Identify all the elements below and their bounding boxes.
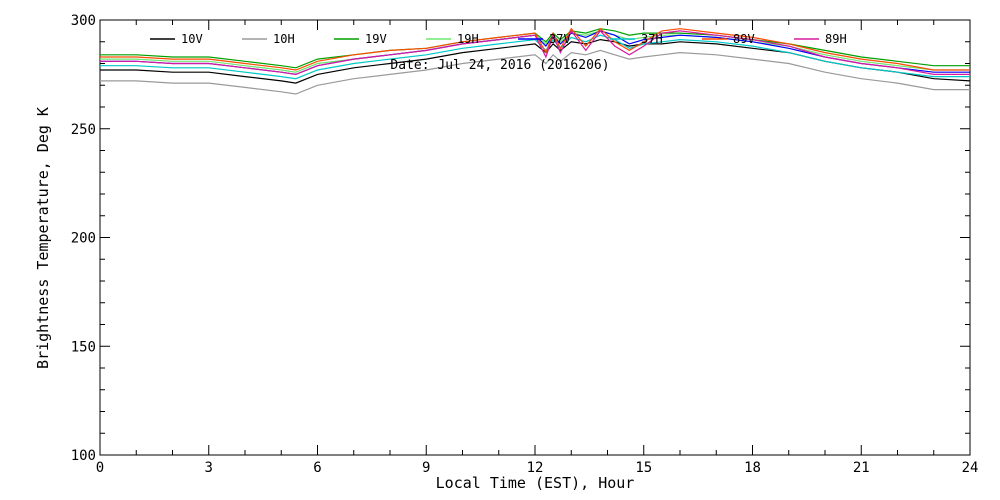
legend-label-37h: 37H xyxy=(641,32,663,46)
y-tick-label: 150 xyxy=(71,339,96,355)
legend-label-10v: 10V xyxy=(181,32,203,46)
axis-ticks: 0 3 6 9 12 15 18 21 24 100 150 200 250 300 xyxy=(71,13,979,476)
series-line-19h xyxy=(100,30,970,73)
legend-label-19v: 19V xyxy=(365,32,387,46)
legend-label-37v: 37V xyxy=(549,32,571,46)
series-line-89h xyxy=(100,29,970,76)
x-tick-label: 0 xyxy=(96,460,104,476)
y-tick-label: 100 xyxy=(71,448,96,464)
x-tick-label: 3 xyxy=(205,460,213,476)
x-tick-label: 6 xyxy=(313,460,321,476)
series-lines xyxy=(100,27,971,95)
series-line-19v xyxy=(100,28,970,69)
x-tick-label: 12 xyxy=(527,460,544,476)
legend-label-10h: 10H xyxy=(273,32,295,46)
legend-label-89h: 89H xyxy=(825,32,847,46)
x-tick-label: 24 xyxy=(962,460,979,476)
x-tick-label: 9 xyxy=(422,460,430,476)
y-tick-label: 300 xyxy=(71,13,96,29)
legend-label-89v: 89V xyxy=(733,32,755,46)
legend: 10V 10H 19V 19H 37V 37H 89V 89H xyxy=(150,32,847,46)
x-tick-label: 21 xyxy=(853,460,870,476)
date-label: Date: Jul 24, 2016 (2016206) xyxy=(390,58,609,73)
x-axis-title: Local Time (EST), Hour xyxy=(436,474,635,492)
y-tick-label: 200 xyxy=(71,231,96,247)
series-line-10v xyxy=(100,38,971,84)
series-line-89v xyxy=(100,27,970,71)
y-tick-label: 250 xyxy=(71,122,96,138)
series-line-10h xyxy=(100,49,970,95)
x-tick-label: 15 xyxy=(635,460,652,476)
x-tick-label: 18 xyxy=(744,460,761,476)
y-axis-title: Brightness Temperature, Deg K xyxy=(34,107,52,369)
legend-label-19h: 19H xyxy=(457,32,479,46)
